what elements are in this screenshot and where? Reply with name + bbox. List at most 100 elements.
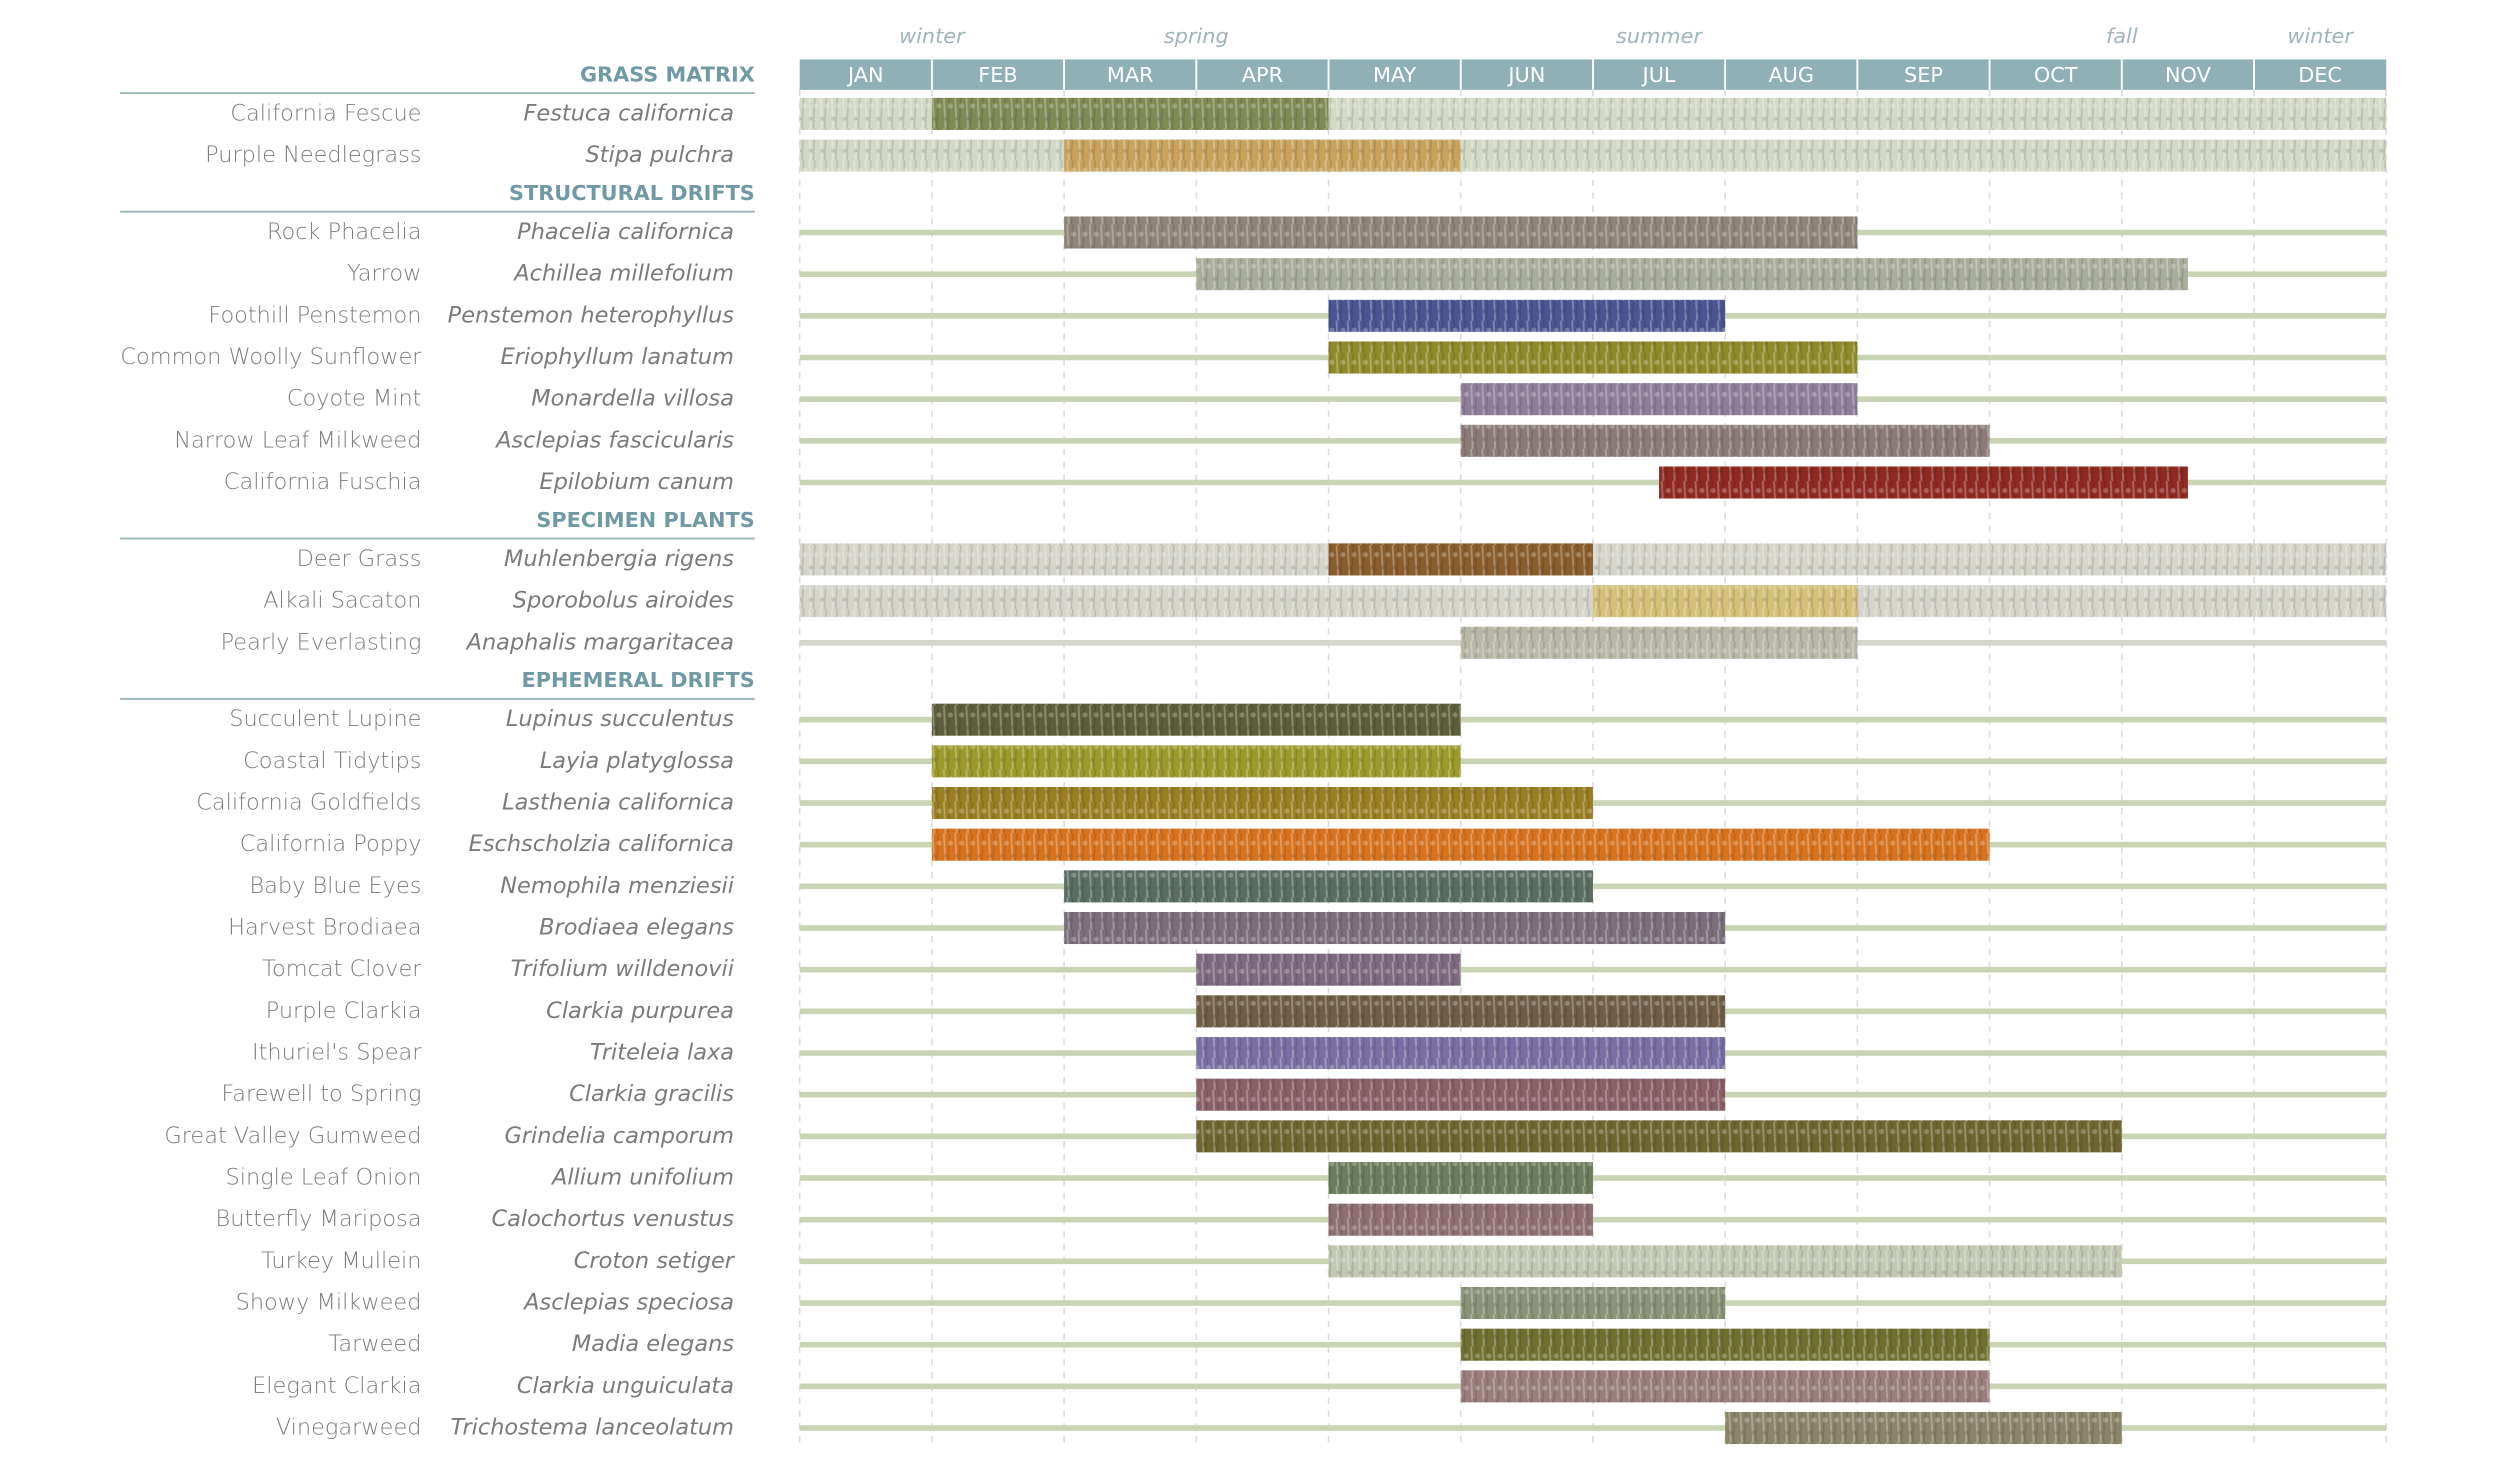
bloom-texture	[1460, 383, 1858, 416]
bloom-texture	[1064, 911, 1726, 945]
common-name: Vinegarweed	[276, 1415, 422, 1441]
month-label: JAN	[846, 63, 884, 87]
bloom-texture	[1196, 1036, 1726, 1070]
common-name: California Fuschia	[224, 469, 422, 495]
latin-name: Festuca californica	[524, 100, 734, 126]
latin-name: Layia platyglossa	[540, 748, 734, 774]
bloom-texture	[1196, 1120, 2122, 1153]
latin-name: Clarkia gracilis	[569, 1081, 734, 1107]
latin-name: Phacelia californica	[517, 219, 734, 245]
common-name: Showy Milkweed	[236, 1290, 422, 1316]
latin-name: Stipa pulchra	[585, 142, 734, 168]
season-label: summer	[1616, 24, 1703, 48]
common-name: Succulent Lupine	[229, 706, 421, 732]
month-label: DEC	[2298, 63, 2342, 87]
base-texture	[799, 543, 2387, 576]
common-name: Baby Blue Eyes	[249, 873, 421, 899]
latin-name: Clarkia unguiculata	[517, 1373, 734, 1399]
bloom-texture	[1328, 1203, 1593, 1236]
bloom-texture	[931, 828, 1990, 861]
common-name: Purple Clarkia	[266, 998, 422, 1024]
common-name: Farewell to Spring	[221, 1081, 421, 1107]
latin-name: Grindelia camporum	[504, 1123, 734, 1149]
bloom-texture	[1196, 953, 1461, 986]
latin-name: Lasthenia californica	[502, 790, 734, 816]
latin-name: Asclepias fascicularis	[494, 427, 734, 453]
common-name: Turkey Mullein	[261, 1248, 421, 1274]
latin-name: Trichostema lanceolatum	[450, 1415, 733, 1441]
bloom-texture	[1460, 424, 1990, 457]
bloom-texture	[1196, 1078, 1726, 1111]
month-label: MAY	[1373, 63, 1417, 87]
common-name: Coastal Tidytips	[243, 748, 421, 774]
latin-name: Madia elegans	[572, 1331, 734, 1357]
latin-name: Penstemon heterophyllus	[448, 302, 735, 328]
group-title: STRUCTURAL DRIFTS	[509, 181, 755, 205]
common-name: Foothill Penstemon	[208, 302, 421, 328]
bloom-texture	[1196, 258, 2188, 291]
latin-name: Calochortus venustus	[491, 1206, 734, 1232]
latin-name: Epilobium canum	[539, 469, 734, 495]
bloom-texture	[1460, 626, 1858, 659]
month-label: AUG	[1768, 63, 1814, 87]
month-label: NOV	[2165, 63, 2212, 87]
latin-name: Asclepias speciosa	[522, 1290, 734, 1316]
bloom-texture	[1328, 299, 1726, 332]
season-label: spring	[1164, 24, 1229, 48]
latin-name: Achillea millefolium	[512, 261, 734, 287]
common-name: Tarweed	[328, 1331, 421, 1357]
common-name: Narrow Leaf Milkweed	[174, 427, 421, 453]
common-name: Rock Phacelia	[267, 219, 422, 245]
bloom-texture	[1592, 585, 1858, 618]
bloom-texture	[931, 97, 1329, 130]
season-label: winter	[899, 24, 966, 48]
bloom-texture	[1328, 341, 1858, 374]
group-title: EPHEMERAL DRIFTS	[521, 668, 754, 692]
common-name: Elegant Clarkia	[252, 1373, 421, 1399]
latin-name: Eriophyllum lanatum	[501, 344, 734, 370]
month-label: FEB	[978, 63, 1017, 87]
bloom-texture	[931, 786, 1593, 820]
month-label: JUL	[1641, 63, 1676, 87]
common-name: Single Leaf Onion	[226, 1165, 422, 1191]
latin-name: Eschscholzia californica	[469, 831, 734, 857]
month-label: OCT	[2034, 63, 2078, 87]
common-name: Yarrow	[347, 261, 421, 287]
common-name: California Fescue	[230, 100, 421, 126]
latin-name: Anaphalis margaritacea	[465, 629, 734, 655]
season-label: winter	[2287, 24, 2354, 48]
month-label: MAR	[1107, 63, 1154, 87]
bloom-texture	[1064, 139, 1461, 172]
group-title: SPECIMEN PLANTS	[536, 508, 754, 532]
common-name: Ithuriel's Spear	[252, 1040, 422, 1066]
common-name: Great Valley Gumweed	[164, 1123, 421, 1149]
base-texture	[799, 139, 2387, 172]
latin-name: Nemophila menziesii	[500, 873, 734, 899]
latin-name: Monardella villosa	[531, 386, 734, 412]
month-label: JUN	[1506, 63, 1545, 87]
latin-name: Brodiaea elegans	[539, 915, 734, 941]
common-name: Butterfly Mariposa	[216, 1206, 422, 1232]
bloom-texture	[1196, 995, 1726, 1028]
bloom-texture	[1328, 1245, 2122, 1278]
bloom-texture	[931, 703, 1461, 736]
latin-name: Croton setiger	[574, 1248, 736, 1274]
month-label: SEP	[1904, 63, 1943, 87]
latin-name: Clarkia purpurea	[546, 998, 734, 1024]
bloom-texture	[1328, 543, 1593, 576]
latin-name: Lupinus succulentus	[506, 706, 734, 732]
common-name: Tomcat Clover	[262, 956, 422, 982]
season-label: fall	[2106, 24, 2138, 48]
common-name: Deer Grass	[297, 546, 422, 572]
bloom-texture	[1064, 216, 1858, 249]
latin-name: Muhlenbergia rigens	[504, 546, 734, 572]
bloom-texture	[1064, 870, 1593, 903]
bloom-texture	[1725, 1411, 2122, 1445]
latin-name: Triteleia laxa	[590, 1040, 734, 1066]
common-name: California Poppy	[240, 831, 422, 857]
bloom-texture	[1659, 466, 2188, 499]
common-name: California Goldfields	[196, 790, 421, 816]
common-name: Harvest Brodiaea	[228, 915, 421, 941]
